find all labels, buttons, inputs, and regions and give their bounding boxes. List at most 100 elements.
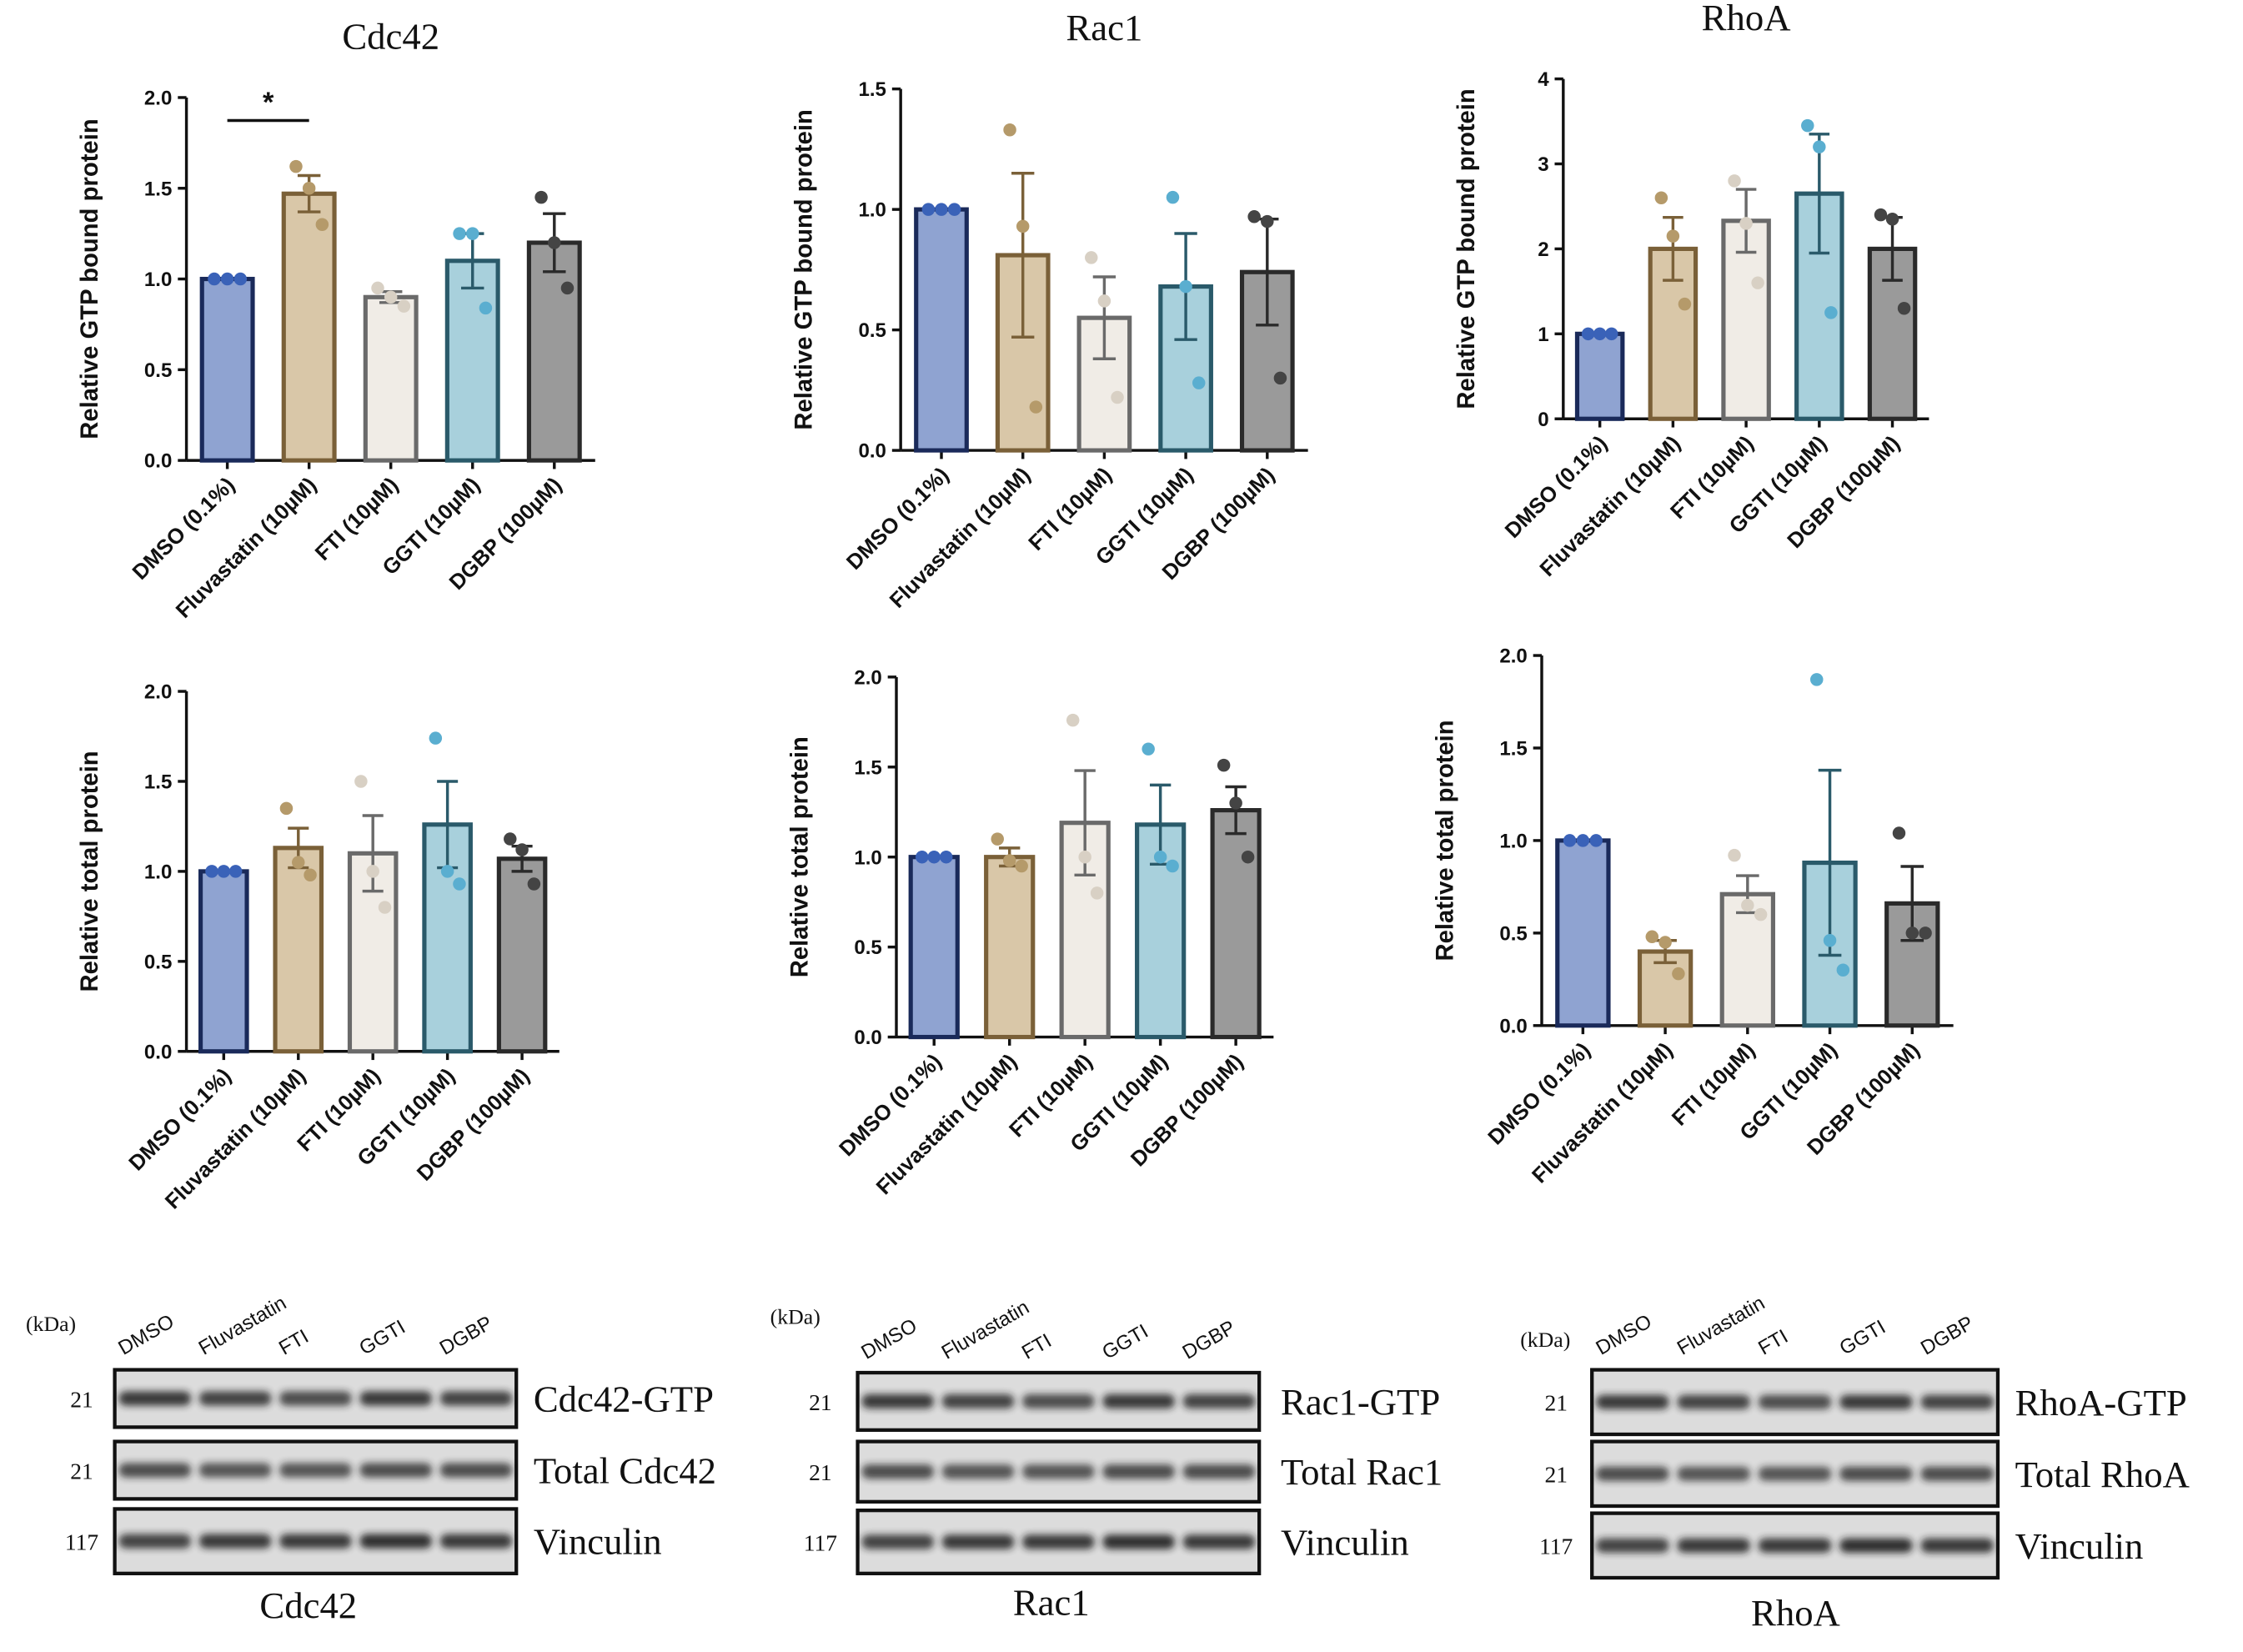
y-tick-label: 0.0 (1499, 1015, 1527, 1037)
blot-band (1596, 1466, 1669, 1481)
blot-band (1102, 1464, 1176, 1479)
data-point (1016, 219, 1030, 233)
data-point (1261, 214, 1274, 228)
blot-band (359, 1463, 433, 1478)
data-point (560, 281, 575, 295)
blot-band (279, 1534, 352, 1549)
data-point (1897, 302, 1911, 315)
molecular-weight: 117 (65, 1529, 98, 1554)
data-point (233, 272, 248, 286)
x-tick-label: Fluvastatin (10µM) (886, 463, 1035, 612)
data-point (1666, 229, 1680, 243)
data-point (1919, 926, 1932, 940)
blot-band (1102, 1534, 1176, 1549)
y-tick-label: 4 (1538, 68, 1549, 91)
bar (444, 259, 500, 463)
data-point (315, 218, 329, 232)
blot-band (1022, 1534, 1095, 1549)
error-bar (1225, 785, 1247, 836)
blot-row-label: Rac1-GTP (1281, 1381, 1440, 1423)
data-point (939, 850, 953, 864)
bar (1158, 284, 1213, 453)
data-point (205, 865, 218, 878)
lane-label: FTI (275, 1325, 313, 1359)
y-axis-label: Relative GTP bound protein (791, 109, 818, 429)
data-point (1658, 936, 1672, 949)
blot-band (1596, 1538, 1669, 1553)
blot-row-label: Vinculin (2015, 1525, 2144, 1567)
blot-band (1182, 1393, 1256, 1409)
chart-title: Rac1 (1066, 7, 1142, 48)
lane-label: FTI (1754, 1325, 1792, 1359)
y-tick-label: 1.0 (858, 199, 886, 222)
blot-unit: (kDa) (770, 1305, 820, 1329)
y-tick-label: 1.0 (144, 861, 172, 883)
error-bar (1809, 133, 1830, 255)
blot-band (279, 1463, 352, 1478)
data-point (292, 856, 305, 869)
y-tick-label: 0.5 (1499, 922, 1527, 945)
blot-row-label: Vinculin (534, 1521, 662, 1563)
data-point (534, 190, 548, 204)
blot-title: Cdc42 (259, 1584, 357, 1626)
data-point (1589, 834, 1603, 847)
blot-band (941, 1464, 1015, 1479)
data-point (479, 301, 493, 315)
y-tick-label: 0.5 (144, 951, 172, 973)
data-point (1029, 400, 1043, 414)
data-point (947, 203, 961, 216)
y-axis-label: Relative total protein (1432, 720, 1458, 961)
bar (984, 855, 1036, 1040)
data-point (1823, 933, 1837, 947)
blot-band (439, 1391, 513, 1406)
data-point (504, 832, 517, 846)
data-point (354, 775, 368, 788)
lane-label: GGTI (1098, 1320, 1152, 1364)
data-point (208, 272, 221, 286)
lane-label: GGTI (1836, 1316, 1889, 1360)
blot-band (861, 1464, 935, 1479)
data-point (1078, 850, 1091, 864)
molecular-weight: 21 (1544, 1462, 1568, 1488)
blot-band (198, 1463, 272, 1478)
bar (526, 240, 582, 463)
data-point (1824, 306, 1838, 319)
data-point (1090, 886, 1104, 900)
blot-band (1677, 1394, 1751, 1409)
blot-band (1920, 1538, 1995, 1553)
data-point (1739, 217, 1753, 230)
data-point (1751, 276, 1764, 289)
data-point (1728, 848, 1741, 862)
data-point (1153, 850, 1167, 864)
bar (1210, 807, 1262, 1040)
bar (908, 855, 960, 1040)
data-point (371, 281, 384, 295)
molecular-weight: 21 (809, 1389, 832, 1415)
y-tick-label: 1.5 (1499, 738, 1527, 761)
data-point (279, 801, 294, 816)
data-point (548, 236, 561, 249)
bar (363, 294, 419, 463)
data-point (1678, 297, 1692, 311)
bar (281, 191, 337, 463)
molecular-weight: 21 (809, 1459, 832, 1485)
data-point (289, 159, 303, 173)
blot-band (359, 1534, 433, 1549)
data-point (1217, 758, 1231, 772)
blot-band (1758, 1394, 1832, 1409)
blot-band (279, 1391, 352, 1406)
data-point (1581, 327, 1595, 341)
blot-unit: (kDa) (1520, 1328, 1570, 1352)
lane-label: Fluvastatin (1673, 1292, 1769, 1360)
data-point (397, 299, 411, 313)
lane-label: DMSO (857, 1314, 921, 1364)
y-tick-label: 1.0 (854, 846, 881, 869)
data-point (1241, 850, 1255, 864)
y-tick-label: 1.5 (144, 771, 172, 794)
data-point (1836, 963, 1850, 977)
data-point (1192, 376, 1206, 389)
bar (496, 856, 548, 1054)
blot-band (1102, 1393, 1176, 1409)
error-bar (1818, 768, 1842, 957)
